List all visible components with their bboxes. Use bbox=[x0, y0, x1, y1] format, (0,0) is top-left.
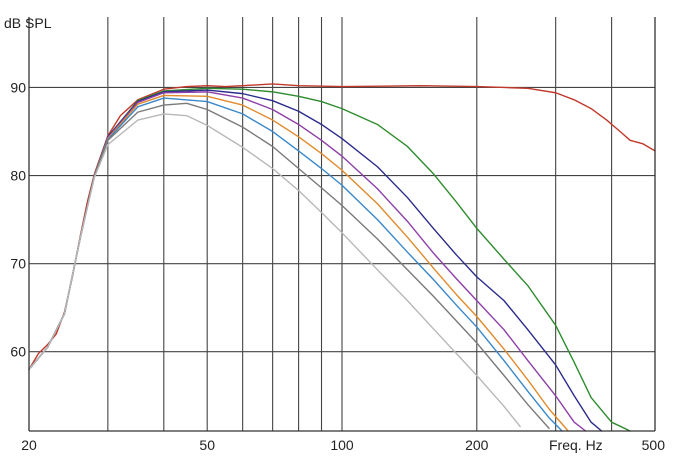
series-line-3 bbox=[28, 89, 603, 432]
x-tick-label: 20 bbox=[21, 437, 37, 453]
x-tick-label: 200 bbox=[465, 437, 489, 453]
series-group bbox=[28, 83, 656, 432]
series-line-2 bbox=[28, 87, 631, 432]
plot-frame bbox=[28, 17, 656, 432]
y-tick-label: 90 bbox=[10, 79, 26, 95]
y-axis-label: dB SPL bbox=[4, 15, 52, 31]
tick-labels: 60 70 80 90 20 50 100 200 500 dB SPL Freq. Hz bbox=[4, 15, 665, 453]
grid bbox=[29, 17, 655, 431]
series-line-8 bbox=[28, 113, 521, 428]
x-axis-label: Freq. Hz bbox=[549, 437, 603, 453]
x-tick-label: 500 bbox=[642, 437, 666, 453]
x-tick-label: 50 bbox=[199, 437, 215, 453]
y-tick-label: 70 bbox=[10, 256, 26, 272]
x-tick-label: 100 bbox=[330, 437, 354, 453]
y-tick-label: 60 bbox=[10, 344, 26, 360]
y-tick-label: 80 bbox=[10, 168, 26, 184]
series-line-7 bbox=[28, 102, 550, 430]
